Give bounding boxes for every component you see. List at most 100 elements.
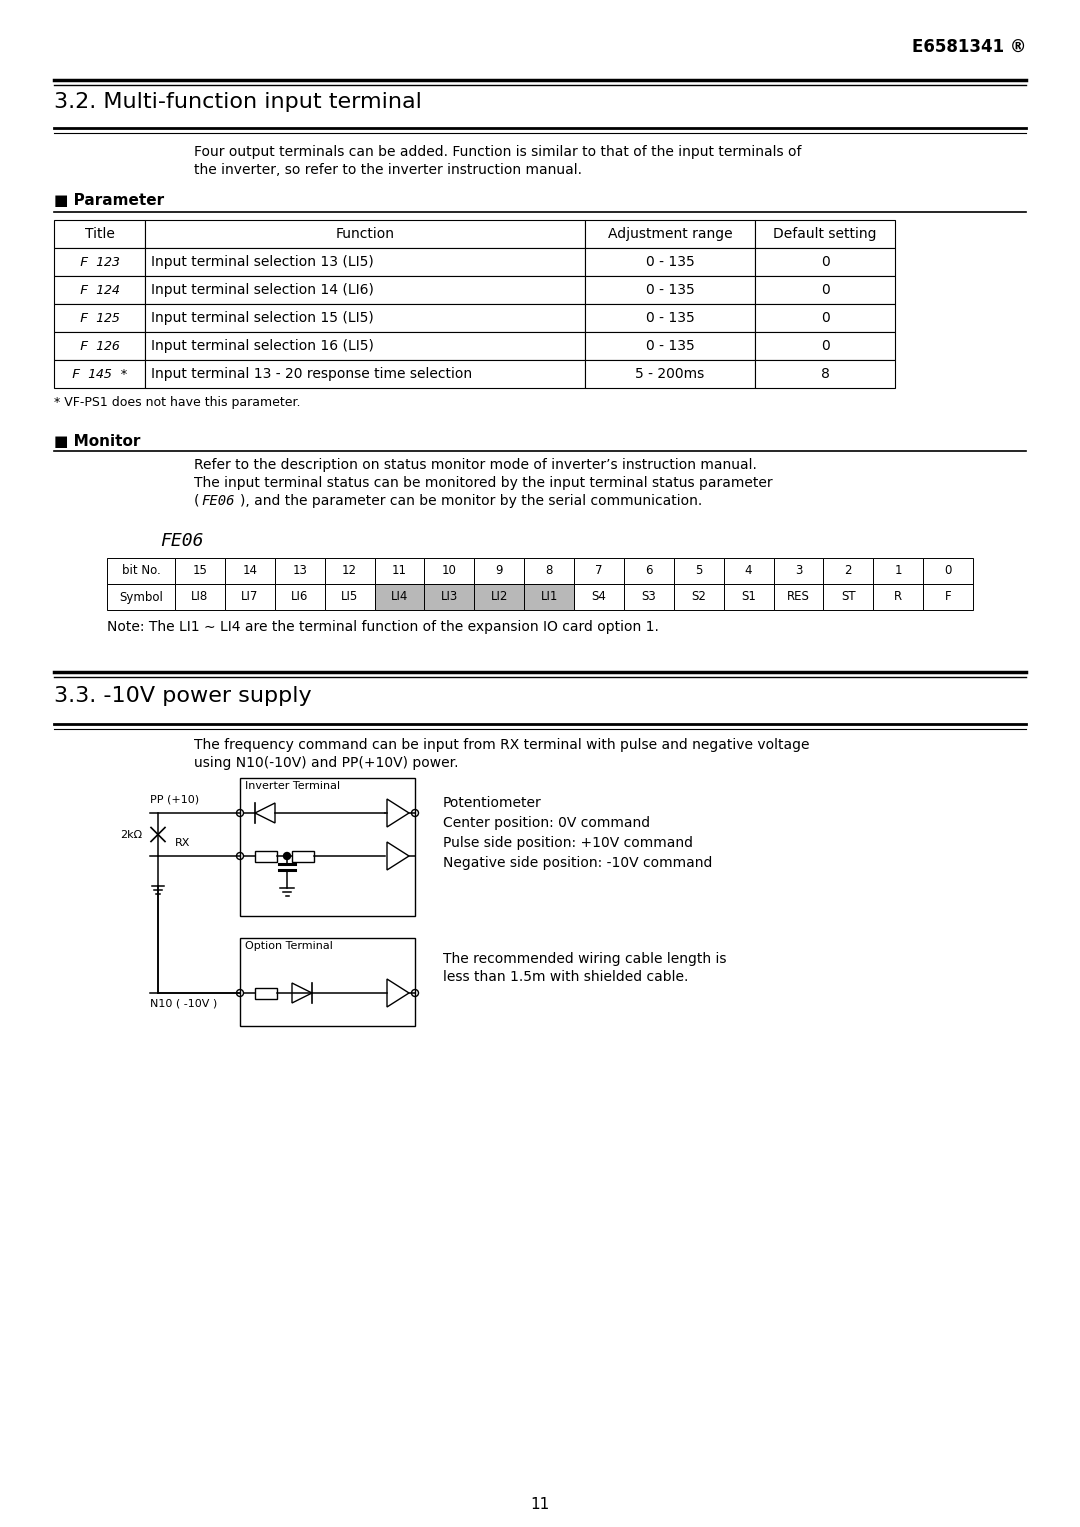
Text: 0: 0 [821, 255, 829, 269]
Text: 1: 1 [894, 565, 902, 577]
Bar [585, 331, 755, 360]
Text: 2kΩ: 2kΩ [120, 829, 141, 840]
Text: Adjustment range: Adjustment range [608, 228, 732, 241]
Bar [585, 360, 755, 388]
Bar [54, 247, 145, 276]
Text: LI8: LI8 [191, 591, 208, 603]
Text: ■ Parameter: ■ Parameter [54, 192, 164, 208]
Text: Inverter Terminal: Inverter Terminal [245, 780, 340, 791]
Bar [107, 583, 175, 609]
Bar [54, 276, 145, 304]
Bar [585, 247, 755, 276]
Text: FE06: FE06 [201, 495, 234, 508]
Text: 0: 0 [821, 282, 829, 296]
Text: F 145 *: F 145 * [71, 368, 127, 380]
Text: The input terminal status can be monitored by the input terminal status paramete: The input terminal status can be monitor… [194, 476, 772, 490]
Bar [54, 220, 145, 247]
Bar [54, 331, 145, 360]
Text: the inverter, so refer to the inverter instruction manual.: the inverter, so refer to the inverter i… [194, 163, 582, 177]
Text: Center position: 0V command: Center position: 0V command [443, 815, 650, 831]
Bar [755, 247, 895, 276]
Text: 5: 5 [696, 565, 702, 577]
Text: Option Terminal: Option Terminal [245, 941, 333, 951]
Text: 0: 0 [821, 339, 829, 353]
Text: Four output terminals can be added. Function is similar to that of the input ter: Four output terminals can be added. Func… [194, 145, 801, 159]
Bar [474, 557, 524, 583]
Bar [424, 583, 474, 609]
Bar [255, 988, 276, 999]
Text: Input terminal selection 15 (LI5): Input terminal selection 15 (LI5) [151, 312, 374, 325]
Text: 3.3. -10V power supply: 3.3. -10V power supply [54, 686, 312, 705]
Bar [292, 851, 314, 861]
Bar [773, 557, 823, 583]
Bar [923, 557, 973, 583]
Bar [240, 938, 415, 1026]
Bar [225, 583, 274, 609]
Bar [145, 247, 585, 276]
Text: LI2: LI2 [490, 591, 508, 603]
Bar [474, 583, 524, 609]
Bar [823, 583, 874, 609]
Text: * VF-PS1 does not have this parameter.: * VF-PS1 does not have this parameter. [54, 395, 300, 409]
Text: Negative side position: -10V command: Negative side position: -10V command [443, 857, 713, 870]
Text: 0: 0 [944, 565, 951, 577]
Text: Default setting: Default setting [773, 228, 877, 241]
Text: 8: 8 [821, 366, 829, 382]
Bar [274, 583, 325, 609]
Bar [874, 583, 923, 609]
Text: ), and the parameter can be monitor by the serial communication.: ), and the parameter can be monitor by t… [240, 495, 702, 508]
Bar [145, 276, 585, 304]
Bar [755, 331, 895, 360]
Text: S3: S3 [642, 591, 657, 603]
Bar [325, 557, 375, 583]
Bar [175, 557, 225, 583]
Bar [240, 777, 415, 916]
Text: S4: S4 [592, 591, 606, 603]
Text: Symbol: Symbol [119, 591, 163, 603]
Bar [54, 360, 145, 388]
Text: ST: ST [841, 591, 855, 603]
Bar [255, 851, 276, 861]
Bar [175, 583, 225, 609]
Bar [145, 304, 585, 331]
Text: The frequency command can be input from RX terminal with pulse and negative volt: The frequency command can be input from … [194, 738, 810, 751]
Text: 10: 10 [442, 565, 457, 577]
Bar [585, 220, 755, 247]
Text: less than 1.5m with shielded cable.: less than 1.5m with shielded cable. [443, 970, 688, 983]
Text: RX: RX [175, 838, 190, 847]
Text: LI1: LI1 [540, 591, 557, 603]
Text: using N10(-10V) and PP(+10V) power.: using N10(-10V) and PP(+10V) power. [194, 756, 459, 770]
Bar [274, 557, 325, 583]
Text: Input terminal selection 14 (LI6): Input terminal selection 14 (LI6) [151, 282, 374, 296]
Text: (: ( [194, 495, 200, 508]
Bar [573, 583, 624, 609]
Text: 9: 9 [496, 565, 503, 577]
Text: LI5: LI5 [341, 591, 359, 603]
Bar [674, 583, 724, 609]
Text: Function: Function [336, 228, 394, 241]
Text: FE06: FE06 [160, 531, 203, 550]
Text: Input terminal selection 16 (LI5): Input terminal selection 16 (LI5) [151, 339, 374, 353]
Text: Potentiometer: Potentiometer [443, 796, 542, 809]
Bar [773, 583, 823, 609]
Text: F 125: F 125 [80, 312, 120, 325]
Text: PP (+10): PP (+10) [150, 796, 199, 805]
Text: 5 - 200ms: 5 - 200ms [635, 366, 704, 382]
Text: LI7: LI7 [241, 591, 258, 603]
Text: 15: 15 [192, 565, 207, 577]
Text: F: F [945, 591, 951, 603]
Text: 3: 3 [795, 565, 802, 577]
Text: F 124: F 124 [80, 284, 120, 296]
Bar [724, 583, 773, 609]
Bar [424, 557, 474, 583]
Text: 2: 2 [845, 565, 852, 577]
Text: 11: 11 [530, 1496, 550, 1512]
Text: 3.2. Multi-function input terminal: 3.2. Multi-function input terminal [54, 92, 422, 111]
Text: 6: 6 [645, 565, 652, 577]
Bar [375, 583, 424, 609]
Bar [585, 304, 755, 331]
Bar [573, 557, 624, 583]
Text: E6581341 ®: E6581341 ® [912, 38, 1026, 56]
Bar [107, 557, 175, 583]
Text: The recommended wiring cable length is: The recommended wiring cable length is [443, 951, 727, 967]
